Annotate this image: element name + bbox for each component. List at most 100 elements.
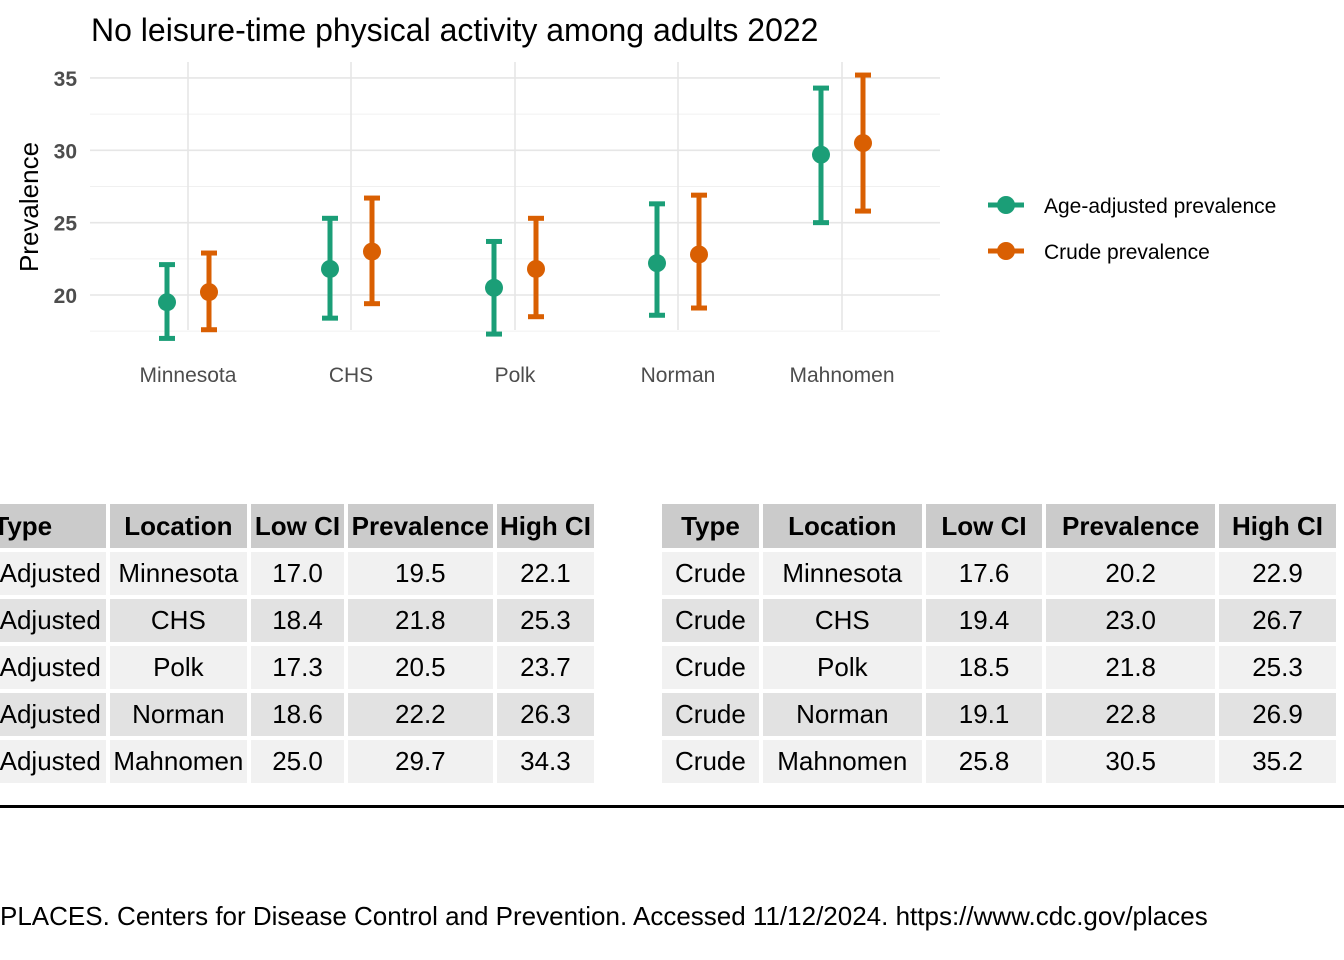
x-tick-label: Minnesota xyxy=(140,364,237,387)
table-cell: 21.8 xyxy=(347,599,493,642)
table-row: Crude Polk 18.5 21.8 25.3 xyxy=(662,646,1336,689)
table-cell: 18.6 xyxy=(251,693,344,736)
column-header: Type xyxy=(0,504,106,548)
grid xyxy=(90,62,940,332)
table-cell: 29.7 xyxy=(347,740,493,783)
table-cell: Minnesota xyxy=(762,552,922,595)
table-cell: 26.3 xyxy=(496,693,594,736)
table-row: Crude Mahnomen 25.8 30.5 35.2 xyxy=(662,740,1336,783)
x-tick-labels: Minnesota CHS Polk Norman Mahnomen xyxy=(140,364,895,387)
table-cell: Polk xyxy=(109,646,248,689)
table-cell: Norman xyxy=(762,693,922,736)
error-bar xyxy=(690,192,708,311)
table-cell: 34.3 xyxy=(496,740,594,783)
table-row: Crude Norman 19.1 22.8 26.9 xyxy=(662,693,1336,736)
legend-label: Crude prevalence xyxy=(1044,241,1210,264)
table-cell: Age-Adjusted xyxy=(0,646,106,689)
column-header: Prevalence xyxy=(347,504,493,548)
table-cell: Crude xyxy=(662,693,759,736)
table-cell: Crude xyxy=(662,740,759,783)
error-bar xyxy=(321,215,339,321)
chart-title: No leisure-time physical activity among … xyxy=(91,12,818,48)
column-header: Low CI xyxy=(251,504,344,548)
error-bar xyxy=(485,238,503,337)
legend-item: Crude prevalence xyxy=(988,241,1210,264)
table-cell: 22.8 xyxy=(1046,693,1216,736)
table-cell: Mahnomen xyxy=(109,740,248,783)
table-cell: Age-Adjusted xyxy=(0,552,106,595)
table-cell: 17.0 xyxy=(251,552,344,595)
error-bar xyxy=(527,215,545,320)
table-cell: Norman xyxy=(109,693,248,736)
column-header: Prevalence xyxy=(1046,504,1216,548)
error-bars xyxy=(158,72,872,341)
table-cell: CHS xyxy=(109,599,248,642)
x-tick-label: CHS xyxy=(329,364,373,387)
column-header: Location xyxy=(762,504,922,548)
data-point xyxy=(648,254,666,273)
table-row: Crude CHS 19.4 23.0 26.7 xyxy=(662,599,1336,642)
error-bar xyxy=(648,201,666,318)
table-cell: 19.4 xyxy=(925,599,1043,642)
table-cell: Age-Adjusted xyxy=(0,599,106,642)
table-cell: 23.7 xyxy=(496,646,594,689)
table-cell: Minnesota xyxy=(109,552,248,595)
legend-item: Age-adjusted prevalence xyxy=(988,195,1276,218)
table-cell: 22.1 xyxy=(496,552,594,595)
data-point xyxy=(158,293,176,312)
table-cell: 17.3 xyxy=(251,646,344,689)
x-tick-label: Polk xyxy=(495,364,536,387)
table-cell: CHS xyxy=(762,599,922,642)
y-tick-labels: 20 25 30 35 xyxy=(54,68,78,308)
table-cell: 25.3 xyxy=(496,599,594,642)
table-cell: Age-Adjusted xyxy=(0,693,106,736)
table-cell: 20.2 xyxy=(1046,552,1216,595)
table-cell: 22.9 xyxy=(1219,552,1336,595)
table-cell: 30.5 xyxy=(1046,740,1216,783)
table-cell: 25.0 xyxy=(251,740,344,783)
error-bar xyxy=(854,72,872,214)
data-point xyxy=(200,283,218,302)
data-point xyxy=(527,259,545,278)
table-cell: 21.8 xyxy=(1046,646,1216,689)
y-tick-label: 30 xyxy=(54,140,77,163)
x-tick-label: Norman xyxy=(641,364,716,387)
table-cell: Crude xyxy=(662,599,759,642)
crude-table: Type Location Low CI Prevalence High CI Crud… xyxy=(662,500,1340,787)
column-header: Type xyxy=(662,504,759,548)
table-cell: 18.4 xyxy=(251,599,344,642)
table-cell: Crude xyxy=(662,646,759,689)
error-bar xyxy=(812,85,830,226)
table-cell: 25.8 xyxy=(925,740,1043,783)
y-tick-label: 35 xyxy=(54,68,78,91)
table-cell: 19.5 xyxy=(347,552,493,595)
data-point xyxy=(812,145,830,164)
table-bottom-rule xyxy=(0,805,1344,808)
column-header: High CI xyxy=(1219,504,1336,548)
prevalence-chart: No leisure-time physical activity among … xyxy=(14,12,1276,387)
data-point xyxy=(690,245,708,264)
table-cell: 25.3 xyxy=(1219,646,1336,689)
data-point xyxy=(363,242,381,261)
legend-label: Age-adjusted prevalence xyxy=(1044,195,1276,218)
table-cell: 19.1 xyxy=(925,693,1043,736)
source-caption: PLACES. Centers for Disease Control and … xyxy=(0,901,1208,931)
table-row: Crude Minnesota 17.6 20.2 22.9 xyxy=(662,552,1336,595)
table-right-wrapper: Type Location Low CI Prevalence High CI Crud… xyxy=(662,500,1344,810)
data-point xyxy=(854,134,872,153)
table-cell: 22.2 xyxy=(347,693,493,736)
table-cell: 20.5 xyxy=(347,646,493,689)
legend-key-point xyxy=(997,196,1015,214)
column-header: High CI xyxy=(496,504,594,548)
error-bar xyxy=(200,250,218,333)
table-cell: 23.0 xyxy=(1046,599,1216,642)
table-cell: Age-Adjusted xyxy=(0,740,106,783)
